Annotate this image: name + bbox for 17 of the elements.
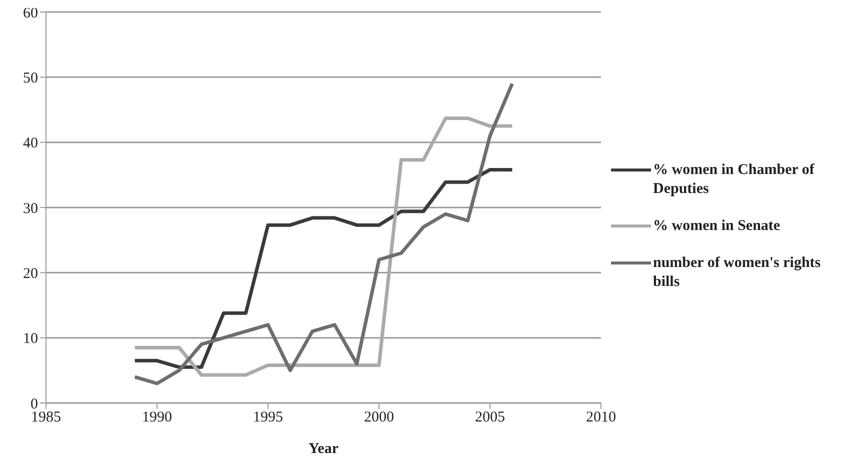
x-tick-label: 1985 <box>31 410 61 426</box>
y-tick-label: 20 <box>23 266 38 282</box>
x-tick-label: 2000 <box>364 410 394 426</box>
x-axis-title: Year <box>308 441 339 457</box>
y-tick-label: 30 <box>23 200 38 217</box>
legend-label: % women in Senate <box>653 217 780 236</box>
x-tick-label: 1990 <box>142 410 172 426</box>
y-tick-label: 0 <box>30 396 38 412</box>
legend-label: number of women's rights bills <box>653 254 822 292</box>
x-tick-label: 1995 <box>253 410 283 426</box>
y-tick-label: 50 <box>23 70 38 86</box>
x-tick-label: 2005 <box>475 410 505 426</box>
y-tick-label: 10 <box>23 331 38 348</box>
line-series <box>133 168 514 369</box>
y-tick-label: 40 <box>23 136 38 152</box>
legend-label: % women in Chamber of Deputies <box>653 161 816 199</box>
x-tick-label: 2010 <box>586 410 616 426</box>
